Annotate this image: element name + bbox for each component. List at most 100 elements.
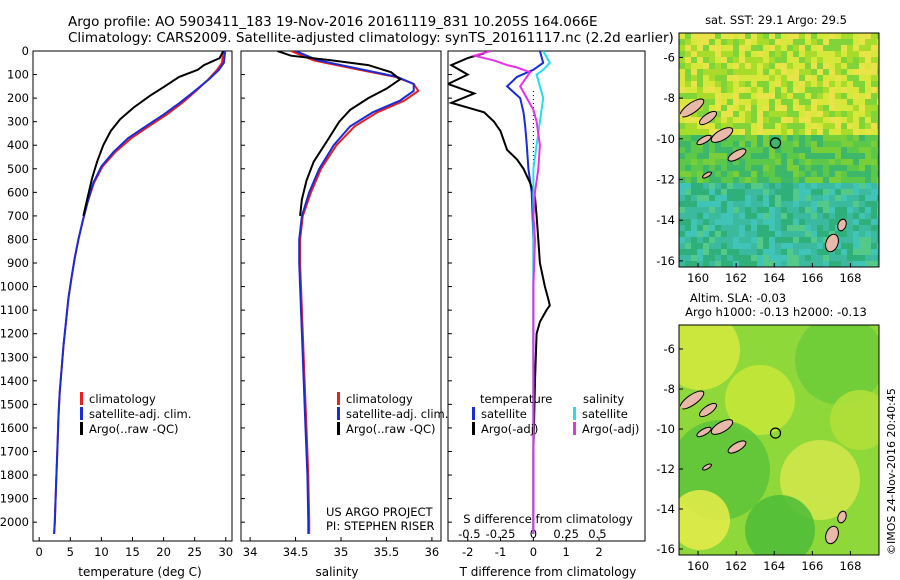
legend-swatch-satellite xyxy=(80,407,83,420)
map-field xyxy=(679,325,879,555)
y-tick-label: 1300 xyxy=(0,350,29,364)
legend-swatch-argo xyxy=(80,422,83,435)
legend-label-climatology: climatology xyxy=(346,392,413,406)
island xyxy=(698,110,718,126)
legend-swatch-argo xyxy=(337,422,340,435)
sla-map-title: Altim. SLA: -0.03 xyxy=(690,291,786,305)
series-argo-raw-qc- xyxy=(277,51,402,217)
x-tick-label: -2 xyxy=(462,545,473,559)
x-tick-label: 20 xyxy=(156,545,171,559)
island xyxy=(696,426,712,438)
legend-swatch-t-satellite xyxy=(472,407,475,420)
map-y-tick-label: -12 xyxy=(656,462,675,476)
x-tick-label: 36 xyxy=(425,545,440,559)
pi-annotation: PI: STEPHEN RISER xyxy=(326,519,435,533)
x-tick-label: 25 xyxy=(187,545,202,559)
sst-map-title: sat. SST: 29.1 Argo: 29.5 xyxy=(705,13,847,27)
island xyxy=(702,463,712,471)
sla-map-subtitle: Argo h1000: -0.13 h2000: -0.13 xyxy=(685,305,867,319)
x2-tick-label: -0.5 xyxy=(458,527,480,541)
island xyxy=(696,134,712,146)
map-field xyxy=(679,33,879,267)
x-tick-label: 1 xyxy=(563,545,570,559)
island xyxy=(710,419,734,435)
legend-label-satellite: satellite-adj. clim. xyxy=(89,407,191,421)
island xyxy=(825,525,839,545)
argo-position-marker xyxy=(769,137,782,149)
island xyxy=(702,171,712,179)
y-tick-label: 400 xyxy=(7,138,29,152)
map-y-tick-label: -10 xyxy=(656,422,675,436)
series-satellite-adj-clim- xyxy=(53,51,227,534)
x-tick-label: 0 xyxy=(36,545,43,559)
island xyxy=(727,148,747,162)
y-tick-label: 300 xyxy=(7,115,29,129)
sst-map: 160 162 164 166 168 -6 -8 -10 -12 -14 -16 xyxy=(656,32,880,285)
y-tick-label: 1400 xyxy=(0,374,29,388)
x2-tick-label: 0.25 xyxy=(553,527,579,541)
island xyxy=(727,440,747,454)
legend-swatch-climatology xyxy=(80,392,83,405)
series-satellite-adj-clim- xyxy=(295,51,415,534)
difference-legend: temperature satellite Argo(-adj) salinit… xyxy=(472,392,639,436)
legend-heading-temperature: temperature xyxy=(480,392,552,406)
y-tick-label: 1700 xyxy=(0,444,29,458)
argo-position-marker xyxy=(769,427,782,439)
x-tick-label: 5 xyxy=(67,545,74,559)
diff-xlabel: T difference from climatology xyxy=(459,565,637,579)
map-x-tick-label: 162 xyxy=(725,559,747,573)
island xyxy=(710,127,734,143)
y-tick-label: 500 xyxy=(7,162,29,176)
x2-tick-label: -0.25 xyxy=(486,527,516,541)
map-x-tick-label: 162 xyxy=(725,271,747,285)
salinity-xlabel: salinity xyxy=(315,565,358,579)
map-y-tick-label: -16 xyxy=(656,542,675,556)
x-tick-label: 10 xyxy=(94,545,109,559)
y-tick-label: 900 xyxy=(7,256,29,270)
y-tick-label: 600 xyxy=(7,185,29,199)
map-y-tick-label: -8 xyxy=(664,91,675,105)
island xyxy=(698,402,718,418)
plot-frame xyxy=(240,50,442,542)
y-tick-label: 1100 xyxy=(0,303,29,317)
x-tick-label: 34 xyxy=(243,545,258,559)
legend-swatch-s-satellite xyxy=(573,407,576,420)
y-tick-label: 1000 xyxy=(0,280,29,294)
series-t-argo-adj- xyxy=(448,52,551,534)
map-x-tick-label: 168 xyxy=(839,271,861,285)
y-tick-label: 1600 xyxy=(0,421,29,435)
temperature-panel: 0100200300400500600700800900100011001200… xyxy=(0,44,233,559)
map-y-tick-label: -6 xyxy=(664,342,675,356)
series-argo-raw-qc- xyxy=(82,51,225,217)
map-x-tick-label: 164 xyxy=(763,271,785,285)
map-x-tick-label: 160 xyxy=(687,271,709,285)
map-y-tick-label: -8 xyxy=(664,382,675,396)
map-y-tick-label: -12 xyxy=(656,173,675,187)
series-climatology xyxy=(53,51,225,534)
y-tick-label: 1800 xyxy=(0,468,29,482)
y-tick-label: 100 xyxy=(7,68,29,82)
x2-tick-label: 0 xyxy=(530,527,537,541)
legend-swatch-t-argo xyxy=(472,422,475,435)
map-x-tick-label: 160 xyxy=(687,559,709,573)
series-s-argo-adj- xyxy=(470,51,541,534)
legend-label-satellite: satellite-adj. clim. xyxy=(346,407,448,421)
y-tick-label: 200 xyxy=(7,91,29,105)
temperature-xlabel: temperature (deg C) xyxy=(78,565,201,579)
diff-x2label: S difference from climatology xyxy=(463,512,633,526)
legend-label-t-argo: Argo(-adj) xyxy=(481,422,538,436)
y-tick-label: 0 xyxy=(22,44,29,58)
header-line2: Climatology: CARS2009. Satellite-adjuste… xyxy=(68,30,674,46)
legend-label-argo: Argo(..raw -QC) xyxy=(346,422,436,436)
legend-heading-salinity: salinity xyxy=(583,392,624,406)
map-frame xyxy=(678,324,880,556)
credit-text: ©IMOS 24-Nov-2016 20:40:45 xyxy=(885,388,898,555)
plot-frame xyxy=(32,50,233,542)
legend-label-climatology: climatology xyxy=(89,392,156,406)
legend-label-argo: Argo(..raw -QC) xyxy=(89,422,179,436)
map-y-tick-label: -14 xyxy=(656,213,675,227)
map-x-tick-label: 164 xyxy=(763,559,785,573)
plot-frame xyxy=(447,50,646,542)
map-x-tick-label: 168 xyxy=(839,559,861,573)
